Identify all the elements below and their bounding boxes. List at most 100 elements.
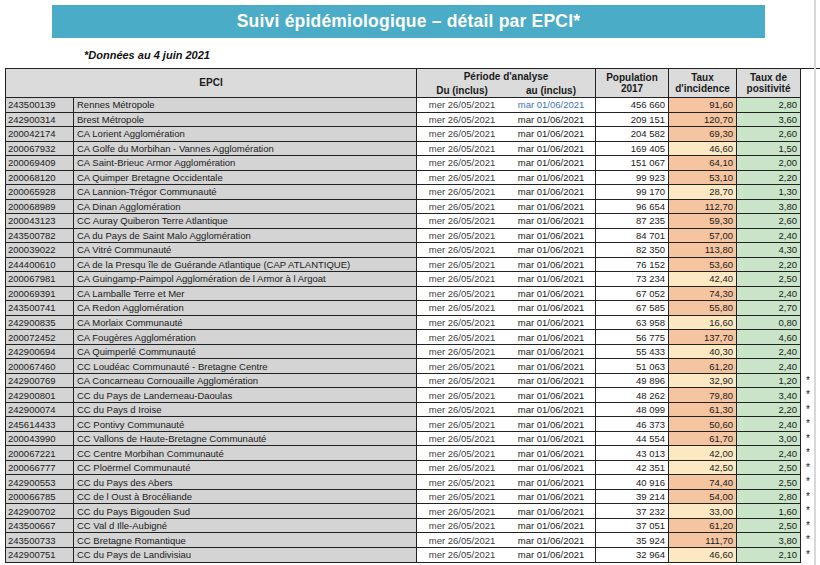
epci-code-cell: 245614433 (6, 417, 74, 432)
footnote-asterisk (801, 185, 820, 200)
epci-code-cell: 200069391 (6, 287, 74, 302)
epci-code-cell: 200067460 (6, 359, 74, 374)
epci-code-cell: 200066785 (6, 490, 74, 505)
column-header-positivite: Taux de positivité (737, 69, 801, 98)
epci-name-cell: CC Pontivy Communauté (74, 417, 417, 432)
epci-code-cell: 200043123 (6, 214, 74, 229)
population-cell: 37 051 (596, 519, 669, 534)
epci-name-cell: CA Lannion-Trégor Communauté (74, 185, 417, 200)
epci-code-cell: 200039022 (6, 243, 74, 258)
epci-code-cell: 242900702 (6, 504, 74, 519)
date-to-cell: mar 01/06/2021 (507, 272, 596, 287)
footnote-asterisk (801, 127, 820, 142)
epci-code-cell: 242900751 (6, 548, 74, 563)
population-cell: 35 924 (596, 533, 669, 548)
table-row: 242900769 CA Concarneau Cornouaille Aggl… (6, 374, 820, 389)
positivity-rate-cell: 2,40 (737, 446, 801, 461)
date-to-cell: mar 01/06/2021 (507, 403, 596, 418)
date-from-cell: mer 26/05/2021 (417, 330, 507, 345)
epci-code-cell: 243500741 (6, 301, 74, 316)
epci-name-cell: CA Morlaix Communauté (74, 316, 417, 331)
epci-name-cell: CA Concarneau Cornouaille Agglomération (74, 374, 417, 389)
footnote-asterisk (801, 272, 820, 287)
date-from-cell: mer 26/05/2021 (417, 461, 507, 476)
positivity-rate-cell: 2,40 (737, 345, 801, 360)
incidence-rate-cell: 53,10 (669, 171, 737, 186)
column-header-au: au (inclus) (507, 84, 596, 99)
population-cell: 42 351 (596, 461, 669, 476)
footnote-asterisk (801, 156, 820, 171)
footnote-asterisk (801, 98, 820, 113)
incidence-rate-cell: 113,80 (669, 243, 737, 258)
incidence-rate-cell: 33,00 (669, 504, 737, 519)
date-from-cell: mer 26/05/2021 (417, 113, 507, 128)
table-row: 243500782 CA du Pays de Saint Malo Agglo… (6, 229, 820, 244)
epci-code-cell: 200067981 (6, 272, 74, 287)
population-cell: 63 958 (596, 316, 669, 331)
positivity-rate-cell: 3,60 (737, 113, 801, 128)
incidence-rate-cell: 61,70 (669, 432, 737, 447)
epci-name-cell: CC Val d Ille-Aubigné (74, 519, 417, 534)
positivity-rate-cell: 1,50 (737, 142, 801, 157)
page-title: Suivi épidémiologique – détail par EPCI* (237, 11, 581, 32)
footnote-asterisk: * (801, 432, 820, 447)
column-header-periode: Période d'analyse (417, 69, 596, 84)
epci-code-cell: 200043990 (6, 432, 74, 447)
footnote-asterisk: * (801, 533, 820, 548)
footnote-asterisk (801, 200, 820, 215)
date-to-cell: mar 01/06/2021 (507, 388, 596, 403)
date-from-cell: mer 26/05/2021 (417, 432, 507, 447)
column-header-positivite-line2: positivité (747, 83, 791, 95)
population-cell: 151 067 (596, 156, 669, 171)
date-from-cell: mer 26/05/2021 (417, 490, 507, 505)
date-to-cell: mar 01/06/2021 (507, 504, 596, 519)
footnote-asterisk (801, 229, 820, 244)
population-cell: 209 151 (596, 113, 669, 128)
column-header-incidence-line2: d'incidence (675, 83, 730, 95)
population-cell: 32 964 (596, 548, 669, 563)
date-from-cell: mer 26/05/2021 (417, 214, 507, 229)
table-row: 242900074 CC du Pays d Iroise mer 26/05/… (6, 403, 820, 418)
table-row: 200066777 CC Ploërmel Communauté mer 26/… (6, 461, 820, 476)
positivity-rate-cell: 1,60 (737, 504, 801, 519)
epci-name-cell: CC Auray Quiberon Terre Atlantique (74, 214, 417, 229)
incidence-rate-cell: 57,00 (669, 229, 737, 244)
date-to-cell: mar 01/06/2021 (507, 200, 596, 215)
epci-name-cell: CA Lorient Agglomération (74, 127, 417, 142)
date-from-cell: mer 26/05/2021 (417, 127, 507, 142)
positivity-rate-cell: 1,20 (737, 374, 801, 389)
population-cell: 56 775 (596, 330, 669, 345)
date-from-cell: mer 26/05/2021 (417, 388, 507, 403)
date-to-cell: mar 01/06/2021 (507, 98, 596, 113)
date-from-cell: mer 26/05/2021 (417, 229, 507, 244)
table-row: 200069409 CA Saint-Brieuc Armor Agglomér… (6, 156, 820, 171)
epci-code-cell: 200068989 (6, 200, 74, 215)
table-row: 200069391 CA Lamballe Terre et Mer mer 2… (6, 287, 820, 302)
title-banner: Suivi épidémiologique – détail par EPCI* (52, 5, 765, 38)
positivity-rate-cell: 3,00 (737, 432, 801, 447)
date-from-cell: mer 26/05/2021 (417, 417, 507, 432)
date-to-cell: mar 01/06/2021 (507, 229, 596, 244)
incidence-rate-cell: 91,60 (669, 98, 737, 113)
date-from-cell: mer 26/05/2021 (417, 316, 507, 331)
positivity-rate-cell: 1,30 (737, 185, 801, 200)
header-right-pad (801, 69, 820, 98)
positivity-rate-cell: 2,00 (737, 156, 801, 171)
epci-name-cell: CA de la Presqu île de Guérande Atlantiq… (74, 258, 417, 273)
date-to-cell: mar 01/06/2021 (507, 417, 596, 432)
table-row: 243500667 CC Val d Ille-Aubigné mer 26/0… (6, 519, 820, 534)
date-from-cell: mer 26/05/2021 (417, 374, 507, 389)
date-to-cell: mar 01/06/2021 (507, 127, 596, 142)
date-to-cell: mar 01/06/2021 (507, 113, 596, 128)
table-row: 200068120 CA Quimper Bretagne Occidental… (6, 171, 820, 186)
incidence-rate-cell: 46,60 (669, 142, 737, 157)
population-cell: 87 235 (596, 214, 669, 229)
table-row: 200067981 CA Guingamp-Paimpol Agglomérat… (6, 272, 820, 287)
footnote-asterisk (801, 359, 820, 374)
date-to-cell: mar 01/06/2021 (507, 519, 596, 534)
footnote-asterisk: * (801, 548, 820, 563)
epci-name-cell: CC Centre Morbihan Communauté (74, 446, 417, 461)
date-to-cell: mar 01/06/2021 (507, 461, 596, 476)
date-to-cell: mar 01/06/2021 (507, 533, 596, 548)
table-row: 200042174 CA Lorient Agglomération mer 2… (6, 127, 820, 142)
